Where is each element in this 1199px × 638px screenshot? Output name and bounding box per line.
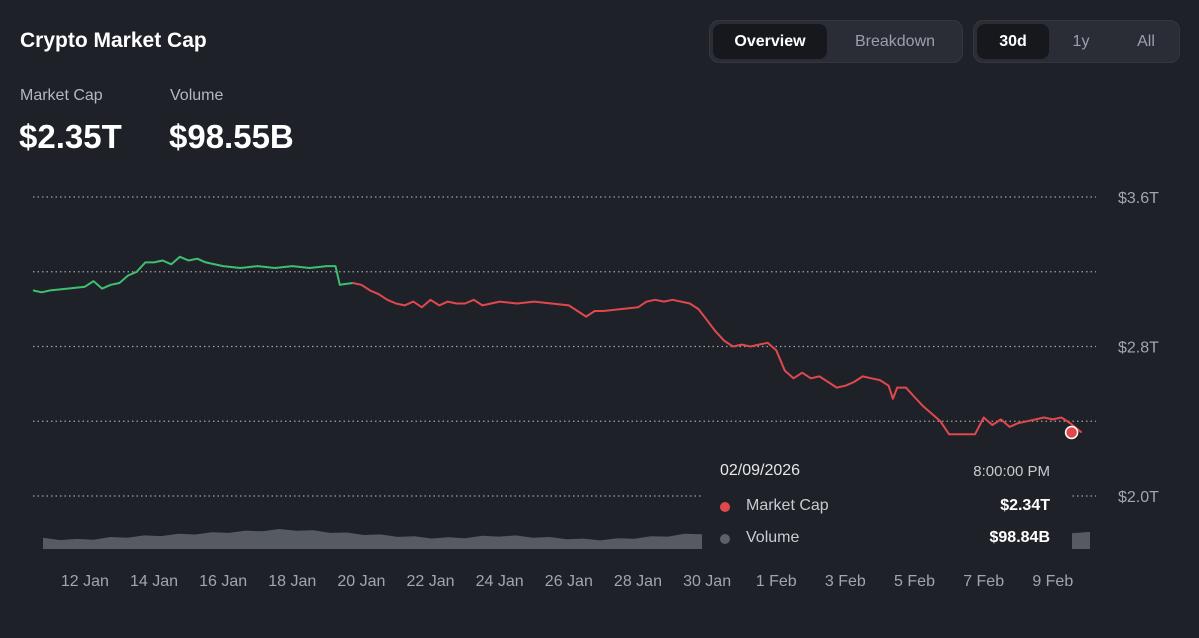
x-tick-label: 7 Feb xyxy=(963,573,1004,590)
market-cap-value: $2.35T xyxy=(19,118,122,155)
hover-point-marker xyxy=(1064,425,1079,440)
range-30d-button[interactable]: 30d xyxy=(977,24,1049,59)
x-tick-label: 30 Jan xyxy=(683,573,731,590)
tooltip-date: 02/09/2026 xyxy=(720,462,801,479)
volume-value: $98.55B xyxy=(169,118,294,155)
x-tick-label: 18 Jan xyxy=(268,573,316,590)
chart-tooltip: 02/09/2026 8:00:00 PM Market Cap $2.34T … xyxy=(702,448,1072,570)
x-tick-label: 26 Jan xyxy=(545,573,593,590)
x-tick-label: 14 Jan xyxy=(130,573,178,590)
volume-dot-icon xyxy=(720,534,730,544)
y-tick-label: $2.0T xyxy=(1118,489,1159,506)
tab-breakdown[interactable]: Breakdown xyxy=(854,32,936,50)
tooltip-row-market-cap: Market Cap $2.34T xyxy=(720,496,1050,518)
x-tick-label: 28 Jan xyxy=(614,573,662,590)
tooltip-volume-label: Volume xyxy=(746,529,800,546)
tooltip-volume-value: $98.84B xyxy=(989,529,1051,546)
page-title: Crypto Market Cap xyxy=(20,29,207,52)
market-cap-dot-icon xyxy=(720,502,730,512)
range-1y-button[interactable]: 1y xyxy=(1072,32,1090,50)
market-cap-label: Market Cap xyxy=(20,87,103,104)
tooltip-market-cap-label: Market Cap xyxy=(746,497,829,514)
market-cap-line-down xyxy=(352,282,1083,436)
x-tick-label: 16 Jan xyxy=(199,573,247,590)
x-tick-label: 3 Feb xyxy=(825,573,866,590)
x-tick-label: 9 Feb xyxy=(1032,573,1073,590)
x-tick-label: 22 Jan xyxy=(407,573,455,590)
view-toggle: Overview Breakdown xyxy=(709,20,963,63)
x-tick-label: 20 Jan xyxy=(337,573,385,590)
y-tick-label: $2.8T xyxy=(1118,340,1159,357)
x-tick-label: 12 Jan xyxy=(61,573,109,590)
x-tick-label: 24 Jan xyxy=(476,573,524,590)
volume-label: Volume xyxy=(170,87,224,104)
tooltip-time: 8:00:00 PM xyxy=(973,463,1050,480)
range-toggle: 30d 1y All xyxy=(973,20,1180,63)
tooltip-market-cap-value: $2.34T xyxy=(1000,497,1050,514)
range-all-button[interactable]: All xyxy=(1137,32,1155,50)
market-cap-line-up xyxy=(32,255,353,294)
tooltip-row-volume: Volume $98.84B xyxy=(720,528,1050,550)
y-tick-label: $3.6T xyxy=(1118,190,1159,207)
x-tick-label: 5 Feb xyxy=(894,573,935,590)
x-tick-label: 1 Feb xyxy=(756,573,797,590)
tab-overview[interactable]: Overview xyxy=(713,24,827,59)
